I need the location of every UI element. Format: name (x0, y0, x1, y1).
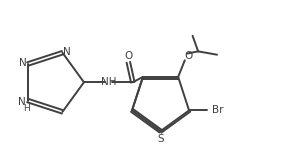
Text: S: S (157, 134, 164, 144)
Text: NH: NH (101, 77, 116, 87)
Text: N: N (63, 47, 71, 57)
Text: O: O (184, 51, 192, 61)
Text: O: O (124, 51, 133, 61)
Text: Br: Br (212, 105, 224, 115)
Text: H: H (23, 104, 30, 113)
Text: N: N (19, 58, 27, 68)
Text: N: N (18, 97, 26, 107)
